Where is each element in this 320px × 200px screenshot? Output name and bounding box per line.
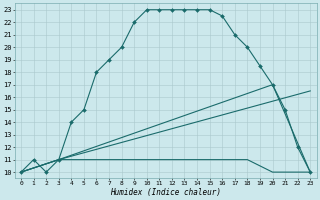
X-axis label: Humidex (Indice chaleur): Humidex (Indice chaleur) xyxy=(110,188,221,197)
